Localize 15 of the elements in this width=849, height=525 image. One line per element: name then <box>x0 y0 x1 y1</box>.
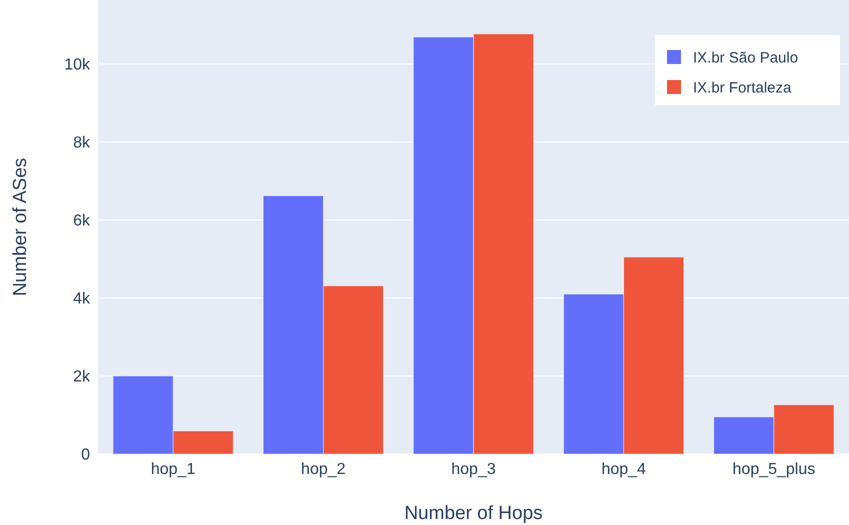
y-tick-label: 2k <box>73 368 91 386</box>
y-axis-title: Number of ASes <box>10 158 31 296</box>
y-tick-label: 8k <box>73 134 91 152</box>
x-tick-label: hop_5_plus <box>732 461 816 478</box>
legend-label: IX.br Fortaleza <box>693 79 792 96</box>
x-tick-label: hop_1 <box>150 461 196 478</box>
y-tick-label: 6k <box>73 212 91 230</box>
x-tick-label: hop_2 <box>301 461 346 478</box>
y-tick-label: 4k <box>73 290 91 308</box>
y-tick-label: 0 <box>81 446 90 464</box>
x-tick-label: hop_3 <box>451 461 496 478</box>
legend-label: IX.br São Paulo <box>693 49 798 66</box>
y-tick-label: 10k <box>64 56 91 74</box>
x-tick-label: hop_4 <box>601 461 646 478</box>
x-axis-title: Number of Hops <box>404 503 543 524</box>
